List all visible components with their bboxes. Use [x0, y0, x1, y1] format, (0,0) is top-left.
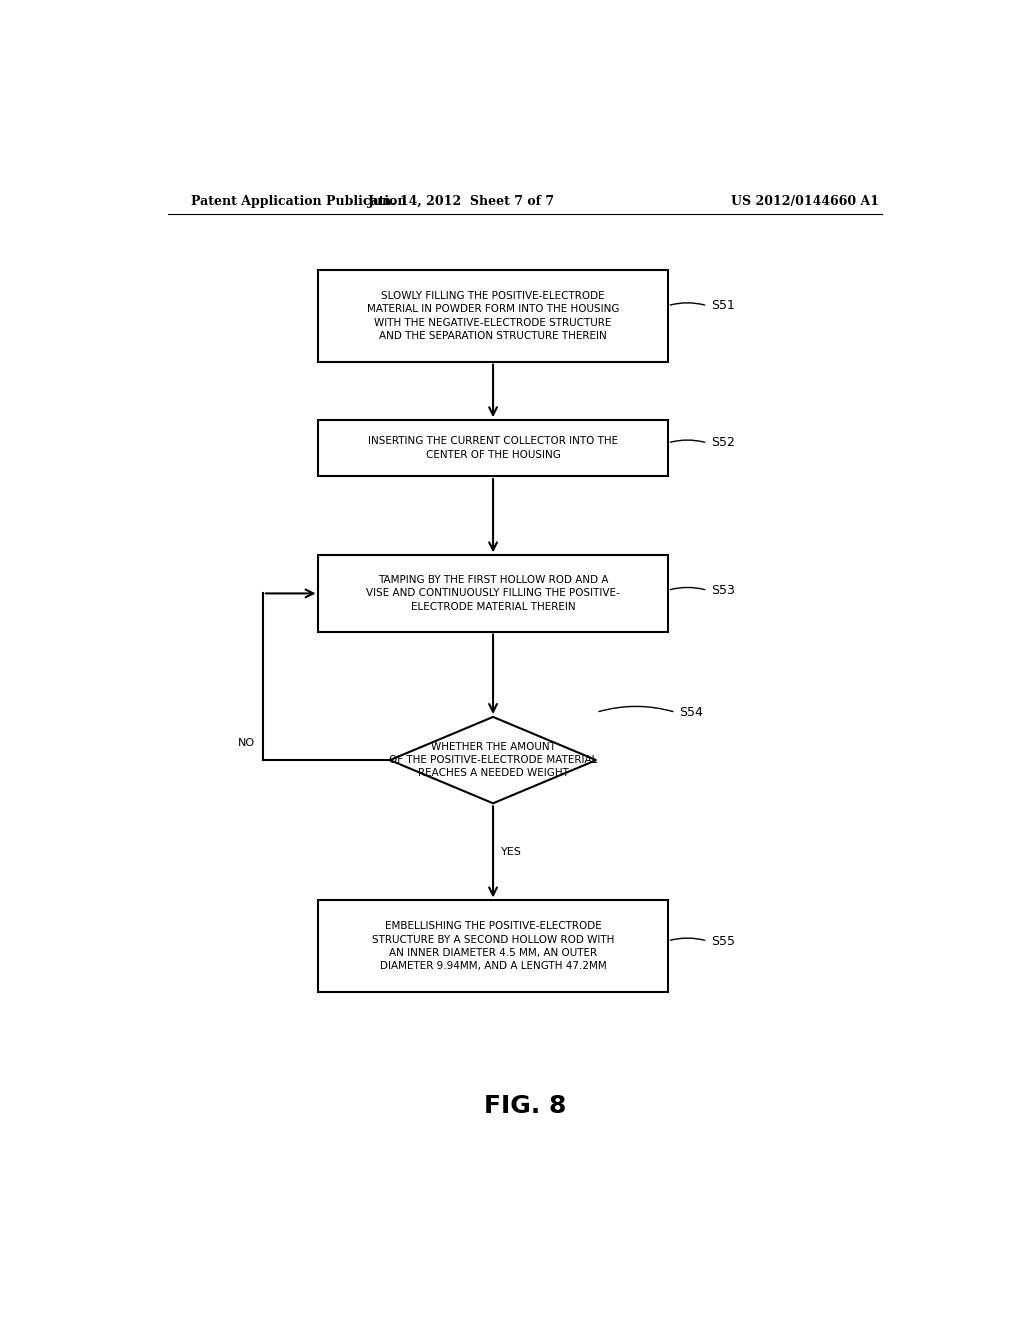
Text: Jun. 14, 2012  Sheet 7 of 7: Jun. 14, 2012 Sheet 7 of 7 [368, 194, 555, 207]
Text: S53: S53 [712, 583, 735, 597]
Text: Patent Application Publication: Patent Application Publication [191, 194, 407, 207]
Text: FIG. 8: FIG. 8 [483, 1094, 566, 1118]
Text: EMBELLISHING THE POSITIVE-ELECTRODE
STRUCTURE BY A SECOND HOLLOW ROD WITH
AN INN: EMBELLISHING THE POSITIVE-ELECTRODE STRU… [372, 921, 614, 972]
Text: S52: S52 [712, 437, 735, 450]
Text: WHETHER THE AMOUNT
OF THE POSITIVE-ELECTRODE MATERIAL
REACHES A NEEDED WEIGHT: WHETHER THE AMOUNT OF THE POSITIVE-ELECT… [389, 742, 597, 779]
Text: NO: NO [238, 738, 255, 748]
Text: SLOWLY FILLING THE POSITIVE-ELECTRODE
MATERIAL IN POWDER FORM INTO THE HOUSING
W: SLOWLY FILLING THE POSITIVE-ELECTRODE MA… [367, 292, 620, 341]
Bar [318, 271, 668, 362]
Text: S55: S55 [712, 935, 735, 948]
Text: TAMPING BY THE FIRST HOLLOW ROD AND A
VISE AND CONTINUOUSLY FILLING THE POSITIVE: TAMPING BY THE FIRST HOLLOW ROD AND A VI… [367, 576, 620, 611]
Bar [318, 420, 668, 477]
Text: INSERTING THE CURRENT COLLECTOR INTO THE
CENTER OF THE HOUSING: INSERTING THE CURRENT COLLECTOR INTO THE… [368, 437, 618, 459]
Text: S51: S51 [712, 300, 735, 313]
Text: S54: S54 [680, 706, 703, 719]
Text: US 2012/0144660 A1: US 2012/0144660 A1 [731, 194, 880, 207]
Text: YES: YES [501, 847, 522, 857]
Bar [318, 556, 668, 631]
Bar [318, 900, 668, 991]
Polygon shape [390, 717, 596, 804]
